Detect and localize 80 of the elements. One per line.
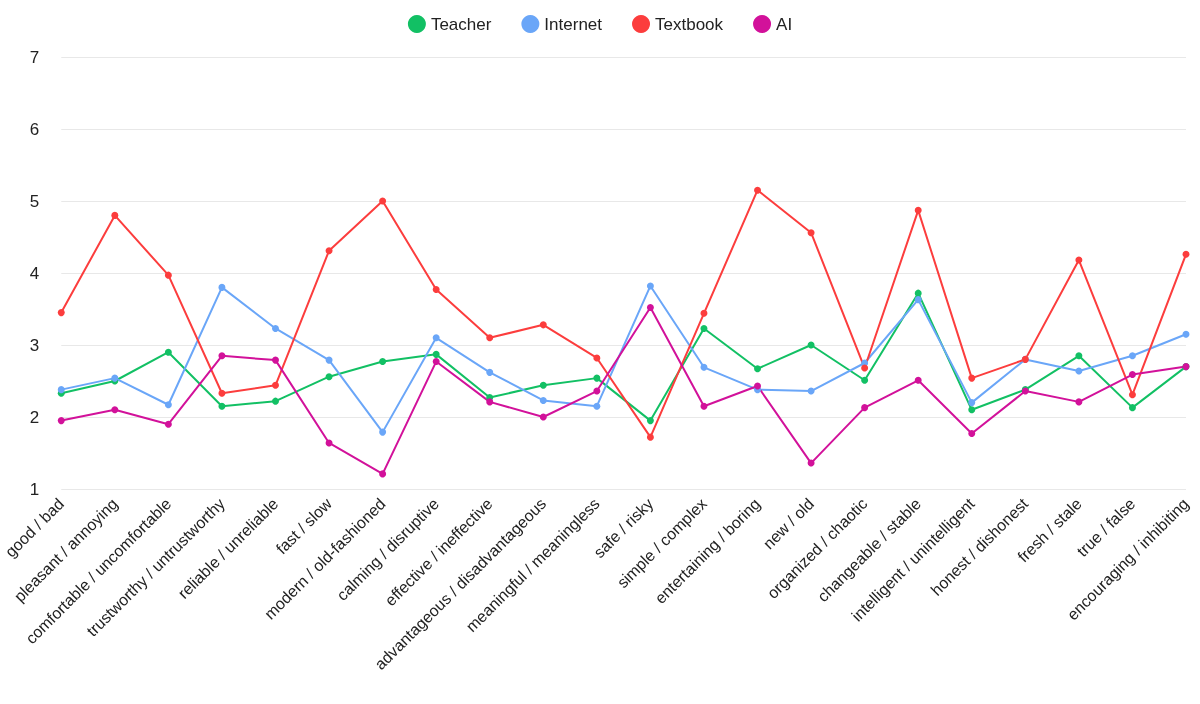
legend-label: AI (776, 14, 793, 34)
point (861, 364, 869, 372)
y-tick-label: 7 (29, 47, 40, 67)
point (754, 186, 762, 194)
y-tick-label: 1 (29, 479, 40, 499)
legend-label: Textbook (655, 14, 724, 34)
point (914, 376, 922, 384)
point (1182, 330, 1190, 338)
point (700, 363, 708, 371)
point (754, 365, 762, 373)
point (164, 271, 172, 279)
point (432, 334, 440, 342)
y-tick-label: 5 (29, 191, 40, 211)
point (914, 296, 922, 304)
point (57, 309, 65, 317)
point (861, 404, 869, 412)
point (432, 350, 440, 358)
point (968, 430, 976, 438)
point (218, 283, 226, 291)
y-tick-label: 3 (29, 335, 40, 355)
point (539, 413, 547, 421)
point (646, 433, 654, 441)
y-tick-label: 6 (29, 119, 40, 139)
point (593, 374, 601, 382)
point (968, 399, 976, 407)
legend-label: Teacher (430, 14, 492, 34)
point (432, 358, 440, 366)
point (593, 402, 601, 410)
point (325, 373, 333, 381)
point (164, 420, 172, 428)
point (1075, 398, 1083, 406)
point (1075, 367, 1083, 375)
point (486, 368, 494, 376)
point (968, 374, 976, 382)
point (379, 428, 387, 436)
y-tick-label: 4 (29, 263, 40, 283)
point (861, 376, 869, 384)
point (486, 398, 494, 406)
point (1128, 371, 1136, 379)
point (700, 402, 708, 410)
point (272, 397, 279, 405)
point (218, 389, 226, 397)
point (646, 282, 654, 290)
point (539, 396, 547, 404)
point (593, 354, 601, 362)
point (914, 289, 922, 297)
point (914, 206, 922, 214)
point (325, 247, 333, 255)
point (111, 211, 119, 219)
point (218, 352, 226, 360)
point (700, 309, 708, 317)
point (272, 324, 279, 332)
point (57, 417, 65, 425)
point (807, 229, 815, 237)
point (1128, 391, 1136, 399)
point (968, 406, 976, 414)
point (1128, 404, 1136, 412)
point (218, 402, 226, 410)
point (379, 197, 387, 205)
point (646, 304, 654, 312)
point (111, 406, 119, 414)
point (379, 358, 387, 366)
point (1182, 250, 1190, 258)
legend-label: Internet (544, 14, 603, 34)
point (432, 286, 440, 294)
point (539, 381, 547, 389)
point (754, 382, 762, 390)
point (379, 470, 387, 478)
point (272, 356, 279, 364)
y-tick-label: 2 (29, 407, 40, 427)
point (646, 417, 654, 425)
point (700, 324, 708, 332)
point (164, 348, 172, 356)
point (1128, 352, 1136, 360)
point (1075, 352, 1083, 360)
point (164, 401, 172, 409)
point (593, 387, 601, 395)
point (486, 334, 494, 342)
point (539, 321, 547, 329)
point (272, 381, 279, 389)
